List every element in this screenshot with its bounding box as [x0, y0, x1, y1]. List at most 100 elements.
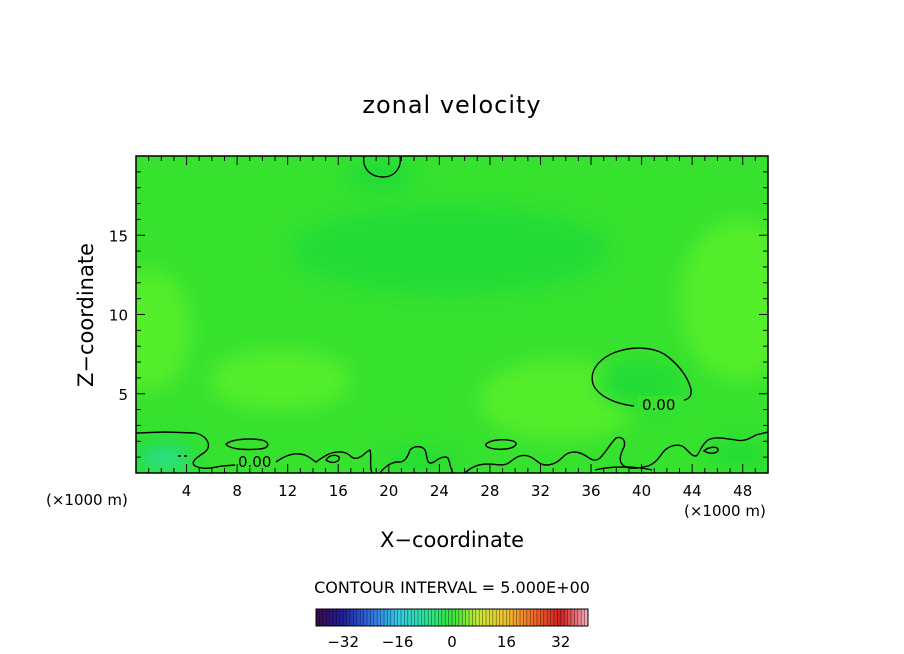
colorbar-cell	[319, 609, 324, 626]
contour-blob-right	[591, 347, 692, 407]
x-tick-label: 4	[182, 482, 192, 500]
colorbar-cell	[465, 609, 470, 626]
colorbar-cell	[479, 609, 483, 626]
colorbar-cell	[540, 609, 545, 626]
colorbar-cell	[557, 609, 562, 626]
colorbar-cell	[370, 609, 375, 626]
colorbar-cell	[584, 609, 589, 626]
colorbar-cell	[407, 609, 412, 626]
zero-contours	[136, 156, 768, 473]
colorbar-tick-label: 0	[447, 633, 457, 651]
colorbar-cell	[452, 609, 456, 626]
colorbar-cell	[448, 609, 453, 626]
colorbar-cell	[571, 609, 575, 626]
colorbar-tick-label: 32	[551, 633, 570, 651]
colorbar-cell	[438, 609, 443, 626]
contour-small-1	[225, 438, 269, 451]
x-tick-label: 36	[581, 482, 600, 500]
colorbar-cell	[421, 609, 426, 626]
colorbar-cell	[455, 609, 460, 626]
colorbar-cell	[424, 609, 429, 626]
colorbar-cell	[380, 609, 385, 626]
colorbar-cell	[390, 609, 395, 626]
chart-title: zonal velocity	[362, 91, 541, 119]
colorbar-cell	[435, 609, 439, 626]
contour-top	[363, 156, 402, 178]
colorbar-cell	[350, 609, 354, 626]
x-unit-right: (×1000 m)	[684, 502, 766, 520]
field-background	[136, 156, 768, 473]
colorbar-cell	[520, 609, 524, 626]
contour-interval-text: CONTOUR INTERVAL = 5.000E+00	[314, 578, 590, 597]
colorbar-cell	[394, 609, 398, 626]
x-tick-label: 40	[632, 482, 651, 500]
colorbar-cell	[567, 609, 572, 626]
colorbar-cell	[526, 609, 531, 626]
colorbar-cell	[516, 609, 521, 626]
x-tick-label: 20	[379, 482, 398, 500]
x-tick-label: 44	[683, 482, 702, 500]
colorbar-cell	[547, 609, 551, 626]
contour-bottom	[136, 431, 768, 473]
colorbar-cell	[523, 609, 528, 626]
x-tick-label: 8	[232, 482, 242, 500]
colorbar-cell	[554, 609, 558, 626]
colorbar-cell	[346, 609, 351, 626]
x-unit-left: (×1000 m)	[46, 491, 128, 509]
colorbar-cell	[404, 609, 409, 626]
contour-small-5	[594, 466, 653, 471]
colorbar-cell	[377, 609, 381, 626]
contour-small-3	[325, 454, 340, 464]
y-tick-label: 10	[109, 307, 128, 325]
colorbar-cell	[428, 609, 432, 626]
colorbar-cell	[475, 609, 480, 626]
colorbar-cell	[462, 609, 466, 626]
colorbar-cell	[496, 609, 500, 626]
y-tick-label: 15	[109, 227, 128, 245]
colorbar-cell	[581, 609, 585, 626]
colorbar-cell	[530, 609, 534, 626]
colorbar-cell	[509, 609, 514, 626]
colorbar-cell	[387, 609, 392, 626]
colorbar-cell	[533, 609, 538, 626]
contour-label-1: 0.00	[238, 453, 271, 471]
colorbar	[315, 608, 589, 627]
colorbar-cell	[543, 609, 548, 626]
colorbar-cell	[577, 609, 582, 626]
colorbar-cell	[537, 609, 541, 626]
colorbar-cell	[441, 609, 446, 626]
colorbar-cell	[458, 609, 463, 626]
contour-label-2: 0.00	[642, 396, 675, 414]
colorbar-cell	[326, 609, 330, 626]
colorbar-cell	[367, 609, 371, 626]
colorbar-tick-label: 16	[497, 633, 516, 651]
colorbar-cell	[411, 609, 415, 626]
field-shading	[136, 157, 768, 473]
colorbar-cell	[574, 609, 579, 626]
colorbar-cell	[384, 609, 388, 626]
colorbar-cell	[401, 609, 405, 626]
colorbar-tick-label: −16	[382, 633, 414, 651]
colorbar-tick-label: −32	[327, 633, 359, 651]
colorbar-cell	[503, 609, 507, 626]
colorbar-cell	[316, 609, 320, 626]
colorbar-cell	[360, 609, 364, 626]
colorbar-cell	[445, 609, 449, 626]
y-axis-ticks: 5 10 15	[109, 171, 768, 458]
x-axis-ticks: 4 8 12 16 20 24 28 32 36 40 44 48	[148, 156, 756, 500]
x-axis-label: X−coordinate	[380, 528, 524, 552]
contour-label-bg-1	[235, 453, 275, 469]
colorbar-cell	[339, 609, 344, 626]
colorbar-cell	[418, 609, 422, 626]
colorbar-cell	[414, 609, 419, 626]
x-tick-label: 24	[430, 482, 449, 500]
colorbar-cell	[363, 609, 368, 626]
colorbar-cell	[333, 609, 337, 626]
colorbar-cell	[322, 609, 327, 626]
x-tick-label: 16	[329, 482, 348, 500]
colorbar-cell	[356, 609, 361, 626]
colorbar-cell	[486, 609, 490, 626]
x-tick-label: 12	[278, 482, 297, 500]
colorbar-cell	[560, 609, 565, 626]
